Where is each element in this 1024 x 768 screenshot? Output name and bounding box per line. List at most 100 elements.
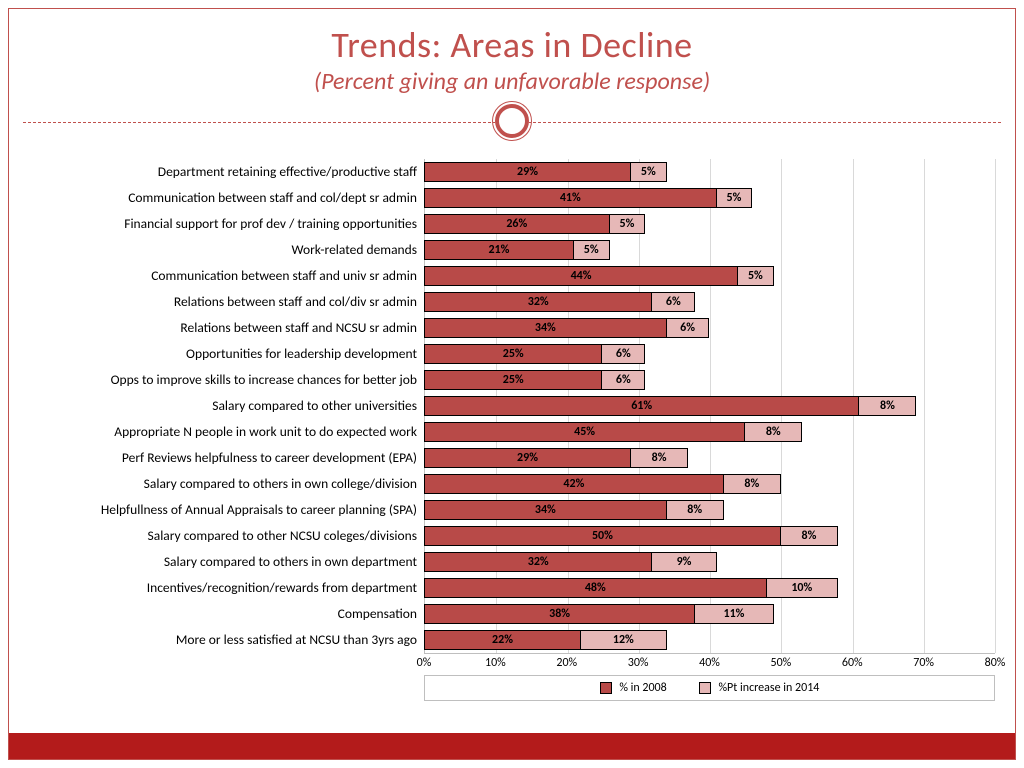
- chart-row: Communication between staff and univ sr …: [29, 263, 995, 289]
- bar-increase: 6%: [602, 344, 645, 364]
- category-label: Relations between staff and NCSU sr admi…: [29, 315, 417, 341]
- x-tick-label: 50%: [771, 656, 792, 670]
- bar-group: 48%10%: [424, 578, 995, 598]
- bar-2008: 32%: [424, 292, 652, 312]
- category-label: Communication between staff and univ sr …: [29, 263, 417, 289]
- category-label: Communication between staff and col/dept…: [29, 185, 417, 211]
- category-label: Helpfullness of Annual Appraisals to car…: [29, 497, 417, 523]
- chart-row: Work-related demands 21%5%: [29, 237, 995, 263]
- bar-increase: 12%: [581, 630, 667, 650]
- bar-group: 26%5%: [424, 214, 995, 234]
- x-tick-label: 10%: [485, 656, 506, 670]
- bar-group: 44%5%: [424, 266, 995, 286]
- chart-row: Perf Reviews helpfulness to career devel…: [29, 445, 995, 471]
- bottom-accent-band: [9, 733, 1015, 759]
- slide-subtitle: (Percent giving an unfavorable response): [9, 67, 1015, 96]
- bar-group: 25%6%: [424, 370, 995, 390]
- category-label: Salary compared to other universities: [29, 393, 417, 419]
- bar-group: 34%6%: [424, 318, 995, 338]
- bar-2008: 34%: [424, 318, 667, 338]
- bar-increase: 6%: [652, 292, 695, 312]
- bar-increase: 6%: [667, 318, 710, 338]
- bar-group: 32%9%: [424, 552, 995, 572]
- category-label: Compensation: [29, 601, 417, 627]
- bar-increase: 5%: [610, 214, 646, 234]
- bar-group: 34%8%: [424, 500, 995, 520]
- category-label: Work-related demands: [29, 237, 417, 263]
- bar-group: 61%8%: [424, 396, 995, 416]
- bar-increase: 8%: [781, 526, 838, 546]
- bar-2008: 61%: [424, 396, 859, 416]
- legend-label: %Pt increase in 2014: [718, 681, 819, 695]
- bar-2008: 48%: [424, 578, 767, 598]
- bar-2008: 25%: [424, 370, 602, 390]
- bar-increase: 10%: [767, 578, 838, 598]
- bar-group: 45%8%: [424, 422, 995, 442]
- category-label: Department retaining effective/productiv…: [29, 159, 417, 185]
- category-label: More or less satisfied at NCSU than 3yrs…: [29, 627, 417, 653]
- chart-row: Appropriate N people in work unit to do …: [29, 419, 995, 445]
- bar-increase: 8%: [724, 474, 781, 494]
- category-label: Salary compared to others in own departm…: [29, 549, 417, 575]
- bar-2008: 45%: [424, 422, 745, 442]
- category-label: Perf Reviews helpfulness to career devel…: [29, 445, 417, 471]
- chart-row: Financial support for prof dev / trainin…: [29, 211, 995, 237]
- x-tick-label: 30%: [628, 656, 649, 670]
- bar-group: 32%6%: [424, 292, 995, 312]
- bar-group: 25%6%: [424, 344, 995, 364]
- bar-2008: 44%: [424, 266, 738, 286]
- bar-2008: 21%: [424, 240, 574, 260]
- bar-2008: 38%: [424, 604, 695, 624]
- legend-swatch-icon: [600, 682, 612, 694]
- bar-group: 50%8%: [424, 526, 995, 546]
- bar-group: 38%11%: [424, 604, 995, 624]
- bar-increase: 8%: [745, 422, 802, 442]
- category-label: Appropriate N people in work unit to do …: [29, 419, 417, 445]
- x-tick-label: 40%: [699, 656, 720, 670]
- bar-increase: 9%: [652, 552, 716, 572]
- x-axis: 0%10%20%30%40%50%60%70%80%: [424, 653, 995, 672]
- bar-2008: 29%: [424, 448, 631, 468]
- bar-increase: 5%: [631, 162, 667, 182]
- bar-2008: 50%: [424, 526, 781, 546]
- chart-row: Opportunities for leadership development…: [29, 341, 995, 367]
- category-label: Salary compared to other NCSU coleges/di…: [29, 523, 417, 549]
- x-tick-label: 20%: [556, 656, 577, 670]
- bar-increase: 8%: [667, 500, 724, 520]
- bar-2008: 41%: [424, 188, 717, 208]
- bar-increase: 8%: [859, 396, 916, 416]
- bar-2008: 29%: [424, 162, 631, 182]
- x-tick-label: 80%: [985, 656, 1006, 670]
- slide-frame: Trends: Areas in Decline (Percent giving…: [8, 8, 1016, 760]
- bar-increase: 11%: [695, 604, 774, 624]
- x-tick-label: 60%: [842, 656, 863, 670]
- bar-group: 22%12%: [424, 630, 995, 650]
- bar-increase: 6%: [602, 370, 645, 390]
- chart-row: Opps to improve skills to increase chanc…: [29, 367, 995, 393]
- chart-row: More or less satisfied at NCSU than 3yrs…: [29, 627, 995, 653]
- grid-line: [995, 159, 996, 653]
- bar-increase: 5%: [738, 266, 774, 286]
- legend-label: % in 2008: [619, 681, 666, 695]
- chart-row: Salary compared to other NCSU coleges/di…: [29, 523, 995, 549]
- legend-item: %Pt increase in 2014: [699, 681, 820, 695]
- chart-row: Salary compared to other universities 61%…: [29, 393, 995, 419]
- legend-swatch-icon: [699, 682, 711, 694]
- category-label: Salary compared to others in own college…: [29, 471, 417, 497]
- x-tick-label: 70%: [913, 656, 934, 670]
- chart-row: Compensation 38%11%: [29, 601, 995, 627]
- chart-row: Incentives/recognition/rewards from depa…: [29, 575, 995, 601]
- legend-item: % in 2008: [600, 681, 667, 695]
- chart-row: Salary compared to others in own departm…: [29, 549, 995, 575]
- chart-row: Relations between staff and col/div sr a…: [29, 289, 995, 315]
- chart-row: Salary compared to others in own college…: [29, 471, 995, 497]
- slide-title: Trends: Areas in Decline: [9, 23, 1015, 67]
- legend: % in 2008 %Pt increase in 2014: [424, 675, 995, 701]
- chart-row: Relations between staff and NCSU sr admi…: [29, 315, 995, 341]
- bar-2008: 34%: [424, 500, 667, 520]
- bar-increase: 5%: [574, 240, 610, 260]
- chart: Department retaining effective/productiv…: [29, 159, 995, 699]
- bar-increase: 5%: [717, 188, 753, 208]
- chart-row: Helpfullness of Annual Appraisals to car…: [29, 497, 995, 523]
- category-label: Incentives/recognition/rewards from depa…: [29, 575, 417, 601]
